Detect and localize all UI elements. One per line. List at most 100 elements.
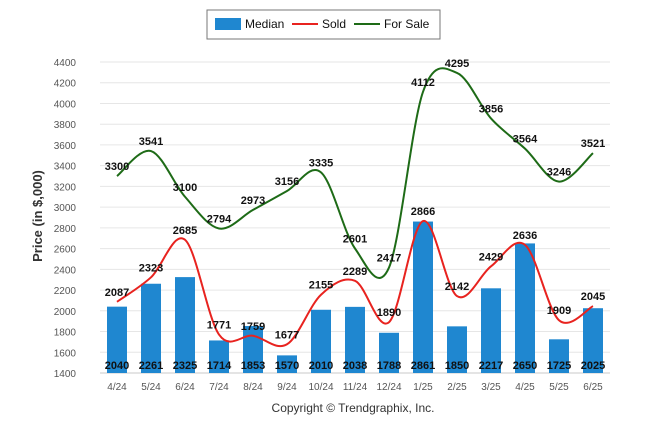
for-sale-data-label: 3300 — [105, 161, 129, 173]
for-sale-data-label: 4112 — [411, 77, 435, 89]
median-bar — [175, 277, 195, 373]
for-sale-data-label: 3156 — [275, 176, 299, 188]
y-tick-label: 1800 — [54, 328, 77, 339]
median-data-label: 1714 — [207, 360, 232, 372]
y-tick-label: 4000 — [54, 99, 77, 110]
x-tick-label: 6/24 — [175, 382, 195, 393]
sold-data-label: 2323 — [139, 262, 163, 274]
x-tick-label: 12/24 — [376, 382, 401, 393]
median-data-label: 2040 — [105, 360, 129, 372]
for-sale-data-label: 4295 — [445, 58, 469, 70]
for-sale-data-label: 2973 — [241, 195, 265, 207]
median-data-label: 1725 — [547, 360, 571, 372]
sold-data-label: 2685 — [173, 225, 197, 237]
median-bar — [209, 340, 229, 373]
sold-data-label: 2087 — [105, 287, 129, 299]
x-tick-label: 11/24 — [343, 382, 368, 393]
for-sale-data-label: 3521 — [581, 138, 605, 150]
series-lines — [116, 67, 594, 348]
y-tick-label: 2600 — [54, 245, 77, 256]
y-tick-label: 3400 — [54, 162, 77, 173]
median-bar — [141, 283, 161, 373]
y-tick-label: 4200 — [54, 79, 77, 90]
sold-data-label: 2045 — [581, 291, 605, 303]
x-tick-label: 10/24 — [308, 382, 333, 393]
median-data-label: 1850 — [445, 360, 469, 372]
for-sale-data-label: 2417 — [377, 253, 401, 265]
median-data-label: 2650 — [513, 360, 537, 372]
sold-data-label: 2142 — [445, 281, 469, 293]
y-tick-label: 2400 — [54, 265, 77, 276]
median-bar — [379, 332, 399, 373]
x-tick-label: 6/25 — [583, 382, 603, 393]
sold-data-label: 2866 — [411, 206, 435, 218]
sold-data-label: 1771 — [207, 320, 231, 332]
for-sale-data-label: 3246 — [547, 167, 571, 179]
x-tick-label: 5/25 — [549, 382, 569, 393]
median-bar — [447, 326, 467, 373]
for-sale-legend-label: For Sale — [384, 17, 430, 31]
median-bar — [481, 288, 501, 373]
median-bar — [515, 243, 535, 373]
median-legend-swatch — [215, 18, 241, 30]
sold-data-label: 2289 — [343, 266, 367, 278]
sold-data-label: 1909 — [547, 305, 571, 317]
y-tick-label: 3200 — [54, 182, 77, 193]
y-tick-label: 3000 — [54, 203, 77, 214]
x-tick-label: 8/24 — [243, 382, 263, 393]
median-data-label: 2261 — [139, 360, 163, 372]
y-tick-label: 2200 — [54, 286, 77, 297]
sold-data-label: 1677 — [275, 329, 299, 341]
sold-line — [116, 220, 594, 348]
median-data-label: 2861 — [411, 360, 435, 372]
x-axis-ticks: 4/24 5/24 6/24 7/24 8/24 9/24 10/24 11/24 12/24 1… — [107, 382, 603, 393]
x-tick-label: 2/25 — [447, 382, 467, 393]
for-sale-data-label: 3564 — [513, 134, 538, 146]
median-data-label: 2025 — [581, 360, 605, 372]
x-tick-label: 4/24 — [107, 382, 127, 393]
legend-box — [206, 9, 441, 40]
sold-data-label: 2155 — [309, 280, 333, 292]
median-bar — [413, 221, 433, 373]
y-tick-label: 3800 — [54, 120, 77, 131]
for-sale-data-label: 3541 — [139, 136, 163, 148]
median-data-label: 1788 — [377, 360, 401, 372]
for-sale-data-label: 2794 — [207, 213, 232, 225]
for-sale-data-label: 3856 — [479, 103, 503, 115]
x-tick-label: 9/24 — [277, 382, 297, 393]
sold-data-label: 2636 — [513, 230, 537, 242]
legend: Median Sold For Sale — [206, 9, 441, 40]
median-data-label: 2010 — [309, 360, 333, 372]
median-bar — [107, 306, 127, 373]
sold-data-label: 1890 — [377, 307, 401, 319]
x-tick-label: 3/25 — [481, 382, 501, 393]
median-bar — [345, 306, 365, 373]
median-bar — [549, 339, 569, 373]
x-tick-label: 5/24 — [141, 382, 161, 393]
x-tick-label: 7/24 — [209, 382, 229, 393]
median-data-label: 2217 — [479, 360, 503, 372]
y-axis-label: Price (in $,000) — [30, 170, 45, 262]
for-sale-line — [116, 67, 594, 279]
y-tick-label: 1600 — [54, 348, 77, 359]
y-tick-label: 4400 — [54, 58, 77, 69]
median-bar — [583, 308, 603, 373]
y-tick-label: 3600 — [54, 141, 77, 152]
for-sale-data-label: 3335 — [309, 157, 333, 169]
median-bar — [311, 309, 331, 373]
for-sale-data-label: 3100 — [173, 182, 197, 194]
for-sale-data-label: 2601 — [343, 233, 367, 245]
x-tick-label: 1/25 — [413, 382, 433, 393]
median-data-label: 1853 — [241, 360, 265, 372]
median-legend-label: Median — [245, 17, 284, 31]
sold-legend-label: Sold — [322, 17, 346, 31]
median-data-label: 1570 — [275, 360, 299, 372]
x-tick-label: 4/25 — [515, 382, 535, 393]
y-tick-label: 2800 — [54, 224, 77, 235]
copyright-text: Copyright © Trendgraphix, Inc. — [272, 401, 435, 415]
median-bar — [277, 355, 297, 373]
y-axis-ticks: 1400 1600 1800 2000 2200 2400 2600 2800 3000 3200… — [54, 58, 77, 380]
data-labels: 2040 2261 2325 1714 1853 1570 2010 2038 1788 2861… — [105, 58, 605, 372]
